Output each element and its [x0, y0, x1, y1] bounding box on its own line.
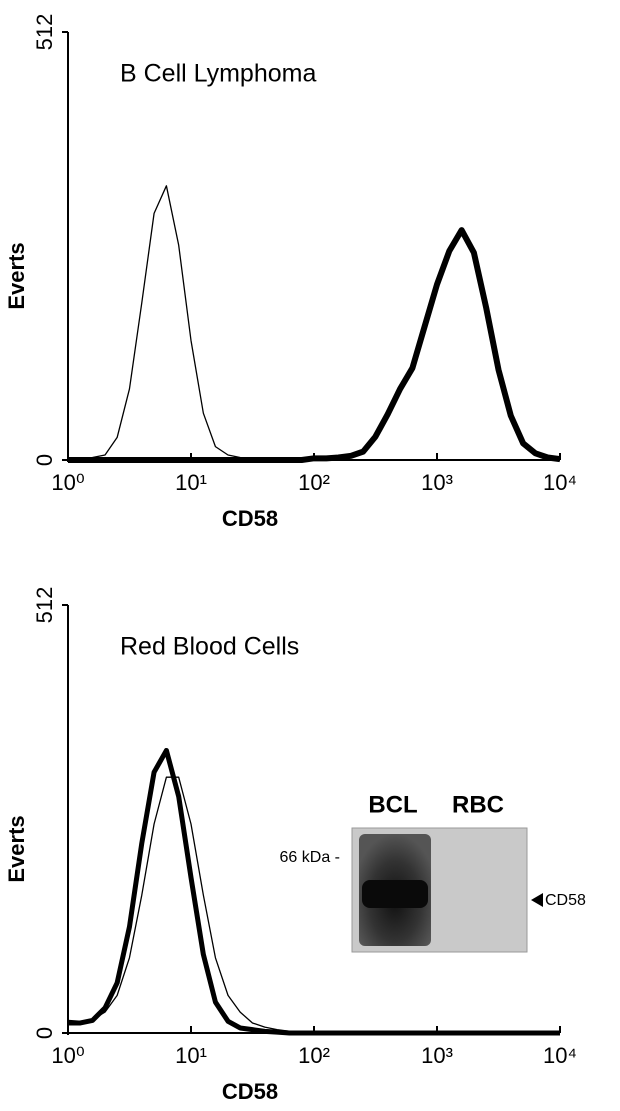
x-tick-label: 10¹: [175, 1043, 207, 1068]
blot-band-core: [362, 880, 428, 908]
lane-label: BCL: [368, 791, 417, 818]
y-tick-label: 512: [32, 587, 57, 624]
x-tick-label: 10⁴: [543, 1043, 577, 1068]
x-tick-label: 10³: [421, 470, 453, 495]
x-tick-label: 10⁴: [543, 470, 577, 495]
histogram-line: [68, 227, 561, 463]
band-arrow: [531, 893, 543, 907]
y-axis-label: Everts: [4, 815, 29, 882]
marker-label: 66 kDa -: [280, 849, 340, 866]
y-tick-label: 512: [32, 14, 57, 51]
x-tick-label: 10⁰: [51, 1043, 84, 1068]
histogram-line: [68, 747, 560, 1036]
y-tick-label: 0: [32, 1027, 57, 1039]
x-axis-label: CD58: [222, 506, 278, 531]
x-axis-label: CD58: [222, 1079, 278, 1104]
y-axis-label: Everts: [4, 242, 29, 309]
x-tick-label: 10³: [421, 1043, 453, 1068]
x-tick-label: 10¹: [175, 470, 207, 495]
band-label: CD58: [545, 892, 586, 909]
x-tick-label: 10⁰: [51, 470, 84, 495]
chart-title: B Cell Lymphoma: [120, 60, 316, 88]
chart-title: Red Blood Cells: [120, 633, 299, 661]
y-tick-label: 0: [32, 454, 57, 466]
lane-label: RBC: [452, 791, 504, 818]
x-tick-label: 10²: [298, 470, 330, 495]
x-tick-label: 10²: [298, 1043, 330, 1068]
western-blot: [351, 827, 543, 953]
